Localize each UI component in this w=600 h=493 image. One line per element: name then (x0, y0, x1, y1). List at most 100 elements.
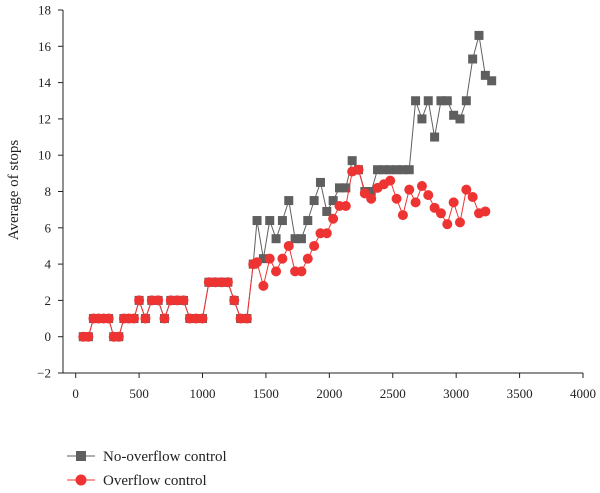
x-tick-label: 1000 (190, 386, 216, 401)
data-point-square (417, 114, 427, 124)
data-point-circle (461, 184, 472, 195)
data-point-circle (340, 201, 351, 212)
data-point-circle (328, 213, 339, 224)
data-point-square (284, 196, 294, 206)
data-point-square (436, 96, 446, 106)
data-point-circle (480, 206, 491, 217)
legend-item-no-overflow: No-overflow control (67, 449, 227, 465)
data-point-circle (416, 181, 427, 192)
data-point-circle (241, 313, 252, 324)
y-tick-label: 14 (38, 75, 52, 90)
data-point-circle (454, 217, 465, 228)
data-point-square (461, 96, 471, 106)
y-tick-label: 18 (38, 3, 51, 18)
data-point-square (430, 132, 440, 142)
y-axis-ticks: −2 0 2 4 6 8 10 12 14 16 18 (37, 3, 63, 381)
data-point-square (442, 96, 452, 106)
data-point-circle (410, 197, 421, 208)
data-point-square (252, 216, 262, 226)
data-point-circle (283, 240, 294, 251)
y-tick-label: 16 (38, 39, 52, 54)
x-tick-label: 4000 (570, 386, 596, 401)
legend-marker-circle (75, 474, 87, 486)
data-point-square (271, 234, 281, 244)
data-point-circle (435, 208, 446, 219)
data-point-circle (397, 210, 408, 221)
data-point-circle (178, 295, 189, 306)
data-point-circle (271, 266, 282, 277)
y-tick-label: 12 (38, 111, 51, 126)
data-point-square (480, 70, 490, 80)
x-tick-label: 3500 (507, 386, 533, 401)
data-point-circle (83, 331, 94, 342)
y-tick-label: 0 (45, 329, 52, 344)
data-point-square (277, 216, 287, 226)
data-point-square (423, 96, 433, 106)
data-point-square (385, 165, 395, 175)
data-point-square (455, 114, 465, 124)
data-point-square (303, 216, 313, 226)
data-point-circle (353, 164, 364, 175)
data-point-square (366, 187, 376, 196)
data-point-square (373, 165, 383, 175)
data-point-circle (252, 257, 263, 268)
y-tick-label: 4 (45, 257, 52, 272)
data-point-circle (197, 313, 208, 324)
data-point-square (296, 234, 306, 244)
y-tick-label: 6 (45, 220, 52, 235)
data-point-square (334, 183, 344, 193)
data-point-circle (448, 197, 459, 208)
data-point-square (322, 206, 332, 216)
series-overflow-control (78, 164, 491, 342)
data-point-circle (366, 193, 377, 204)
data-point-square (468, 54, 478, 64)
data-point-circle (423, 190, 434, 201)
legend-marker-square (76, 451, 86, 461)
data-point-square (379, 165, 389, 175)
data-point-circle (391, 193, 402, 204)
y-tick-label: 2 (45, 293, 52, 308)
data-point-circle (277, 253, 288, 264)
legend: No-overflow control Overflow control (67, 449, 227, 489)
x-tick-label: 3000 (443, 386, 469, 401)
data-point-square (290, 234, 300, 244)
data-point-circle (309, 240, 320, 251)
y-axis-title: Average of stops (6, 140, 22, 241)
x-tick-label: 1500 (253, 386, 279, 401)
data-point-circle (140, 313, 151, 324)
data-point-circle (264, 253, 275, 264)
data-point-square (398, 165, 408, 175)
series-no-overflow-control (78, 30, 497, 342)
x-tick-label: 2000 (316, 386, 342, 401)
data-point-circle (103, 313, 114, 324)
data-point-square (258, 254, 268, 264)
data-point-circle (159, 313, 170, 324)
x-tick-label: 0 (72, 386, 79, 401)
data-point-circle (153, 295, 164, 306)
series-line (83, 35, 493, 338)
data-point-square (265, 216, 275, 226)
data-point-square (474, 30, 484, 40)
data-point-square (315, 177, 325, 187)
data-point-square (347, 156, 357, 166)
y-tick-label: 8 (45, 184, 52, 199)
data-point-circle (404, 184, 415, 195)
data-point-circle (302, 253, 313, 264)
data-point-circle (222, 277, 233, 288)
data-point-square (487, 76, 497, 86)
data-point-circle (442, 219, 453, 230)
data-point-circle (467, 191, 478, 202)
data-point-square (341, 183, 351, 193)
data-point-square (404, 165, 414, 175)
data-point-square (328, 196, 338, 206)
data-point-circle (229, 295, 240, 306)
data-point-circle (385, 175, 396, 186)
legend-item-overflow: Overflow control (67, 473, 207, 489)
x-tick-label: 500 (129, 386, 149, 401)
y-tick-label: 10 (38, 148, 51, 163)
data-point-circle (129, 313, 140, 324)
data-point-circle (113, 331, 124, 342)
data-point-circle (321, 228, 332, 239)
data-point-square (411, 96, 421, 106)
